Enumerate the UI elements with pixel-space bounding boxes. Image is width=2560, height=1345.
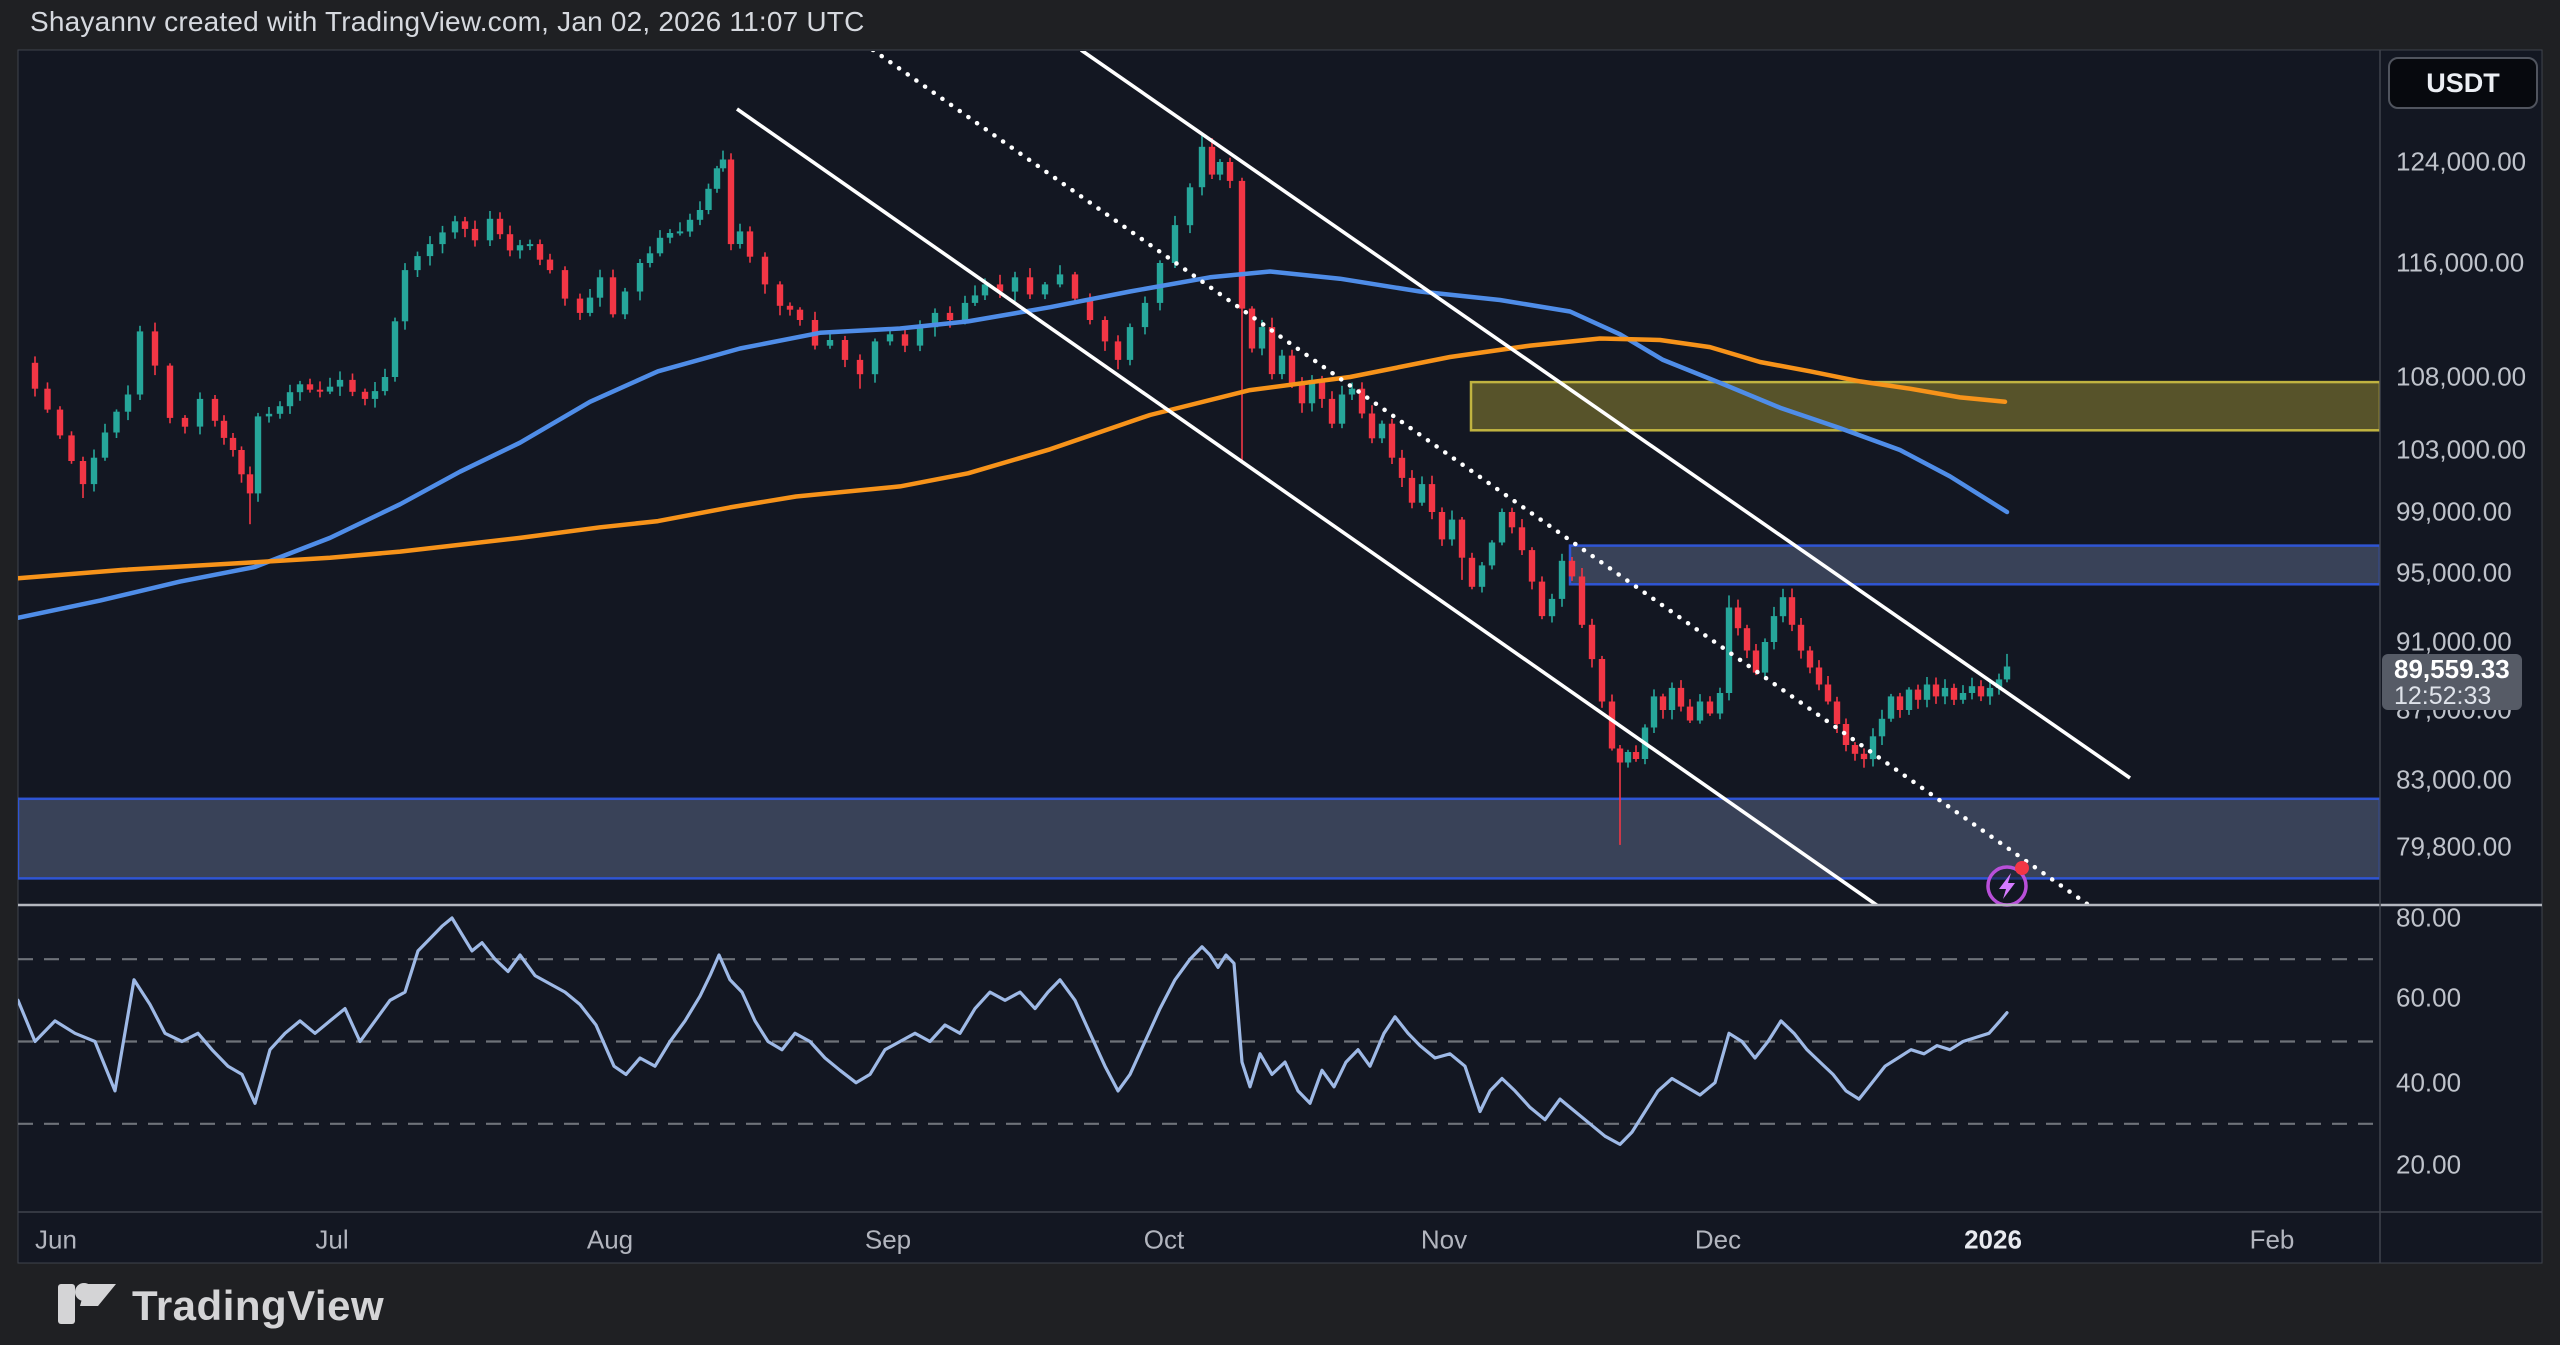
descending-channel[interactable] (735, 50, 2132, 906)
axis-tick-label: 95,000.00 (2396, 557, 2512, 588)
axis-tick-label: 108,000.00 (2396, 361, 2527, 392)
support-zone-blue[interactable] (18, 797, 2380, 880)
tradingview-logo-text: TradingView (132, 1282, 385, 1329)
last-price-label: 89,559.33 12:52:33 (2382, 654, 2522, 710)
candlestick-series (31, 133, 2011, 845)
last-price-value: 89,559.33 (2394, 653, 2510, 684)
axis-tick-label: 99,000.00 (2396, 496, 2512, 527)
time-tick-label: Feb (2249, 1224, 2295, 1255)
time-tick-label: Jul (315, 1224, 349, 1255)
tradingview-logo[interactable]: TradingView (58, 1280, 384, 1332)
axis-tick-label: 91,000.00 (2396, 626, 2512, 657)
time-tick-label: Oct (1143, 1224, 1185, 1255)
axis-tick-label: 60.00 (2396, 982, 2462, 1013)
axis-tick-label: 79,800.00 (2396, 831, 2512, 862)
time-tick-label: 2026 (1964, 1224, 2022, 1255)
lightning-bolt-glyph (1999, 873, 2015, 899)
axis-tick-label: 124,000.00 (2396, 146, 2527, 177)
axis-tick-label: 103,000.00 (2396, 434, 2527, 465)
time-tick-label: Aug (586, 1224, 634, 1255)
axis-tick-label: 40.00 (2396, 1067, 2462, 1098)
ma-slow-orange-line[interactable] (18, 336, 2008, 581)
page-title: Shayannv created with TradingView.com, J… (30, 6, 865, 37)
rsi-line[interactable] (18, 916, 2009, 1147)
bar-countdown: 12:52:33 (2394, 681, 2492, 710)
time-tick-label: Sep (864, 1224, 912, 1255)
ma-fast-blue-line[interactable] (18, 269, 2010, 621)
channel-lower[interactable] (735, 107, 1879, 906)
tradingview-logo-icon (58, 1283, 116, 1324)
axis-tick-label: 20.00 (2396, 1149, 2462, 1180)
currency-toggle-button[interactable]: USDT (2388, 57, 2538, 109)
rsi-pane (18, 916, 2380, 1147)
time-tick-label: Jun (35, 1224, 77, 1255)
resistance-zone-blue[interactable] (1568, 544, 2380, 586)
alert-red-dot (2015, 861, 2029, 875)
time-tick-label: Dec (1694, 1224, 1742, 1255)
channel-midline-dotted[interactable] (870, 50, 2092, 906)
axis-tick-label: 83,000.00 (2396, 764, 2512, 795)
lightning-event-icon[interactable] (1986, 861, 2029, 907)
price-zones (18, 380, 2380, 880)
chart-panel (17, 49, 2543, 1264)
channel-upper[interactable] (1079, 50, 2132, 780)
time-tick-label: Nov (1420, 1224, 1468, 1255)
axis-tick-label: 116,000.00 (2396, 247, 2525, 278)
axis-tick-label: 80.00 (2396, 902, 2462, 933)
